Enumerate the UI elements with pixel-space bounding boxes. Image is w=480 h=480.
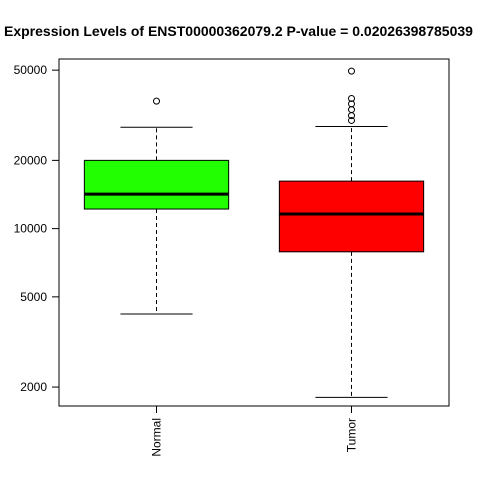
y-tick-label: 5000	[20, 290, 47, 304]
outlier-point	[348, 106, 355, 114]
box-normal	[83, 97, 230, 315]
y-tick-label: 2000	[20, 380, 47, 394]
x-axis: Normal Tumor	[150, 405, 359, 457]
outlier-point	[348, 67, 355, 75]
x-tick-label: Tumor	[345, 418, 359, 452]
chart-title: Expression Levels of ENST00000362079.2 P…	[4, 23, 473, 39]
x-tick-label: Normal	[150, 418, 164, 457]
outlier-point	[348, 94, 355, 102]
boxes	[83, 67, 425, 398]
y-axis: 2000 5000 10000 20000 50000	[14, 63, 60, 394]
box-tumor	[278, 67, 425, 398]
y-tick-label: 50000	[14, 63, 48, 77]
outlier-point	[348, 100, 355, 108]
outlier-point	[348, 116, 355, 124]
y-tick-label: 10000	[14, 222, 48, 236]
outlier-point	[153, 97, 160, 105]
iqr-box	[278, 180, 425, 253]
iqr-box	[83, 159, 230, 210]
y-tick-label: 20000	[14, 153, 48, 167]
